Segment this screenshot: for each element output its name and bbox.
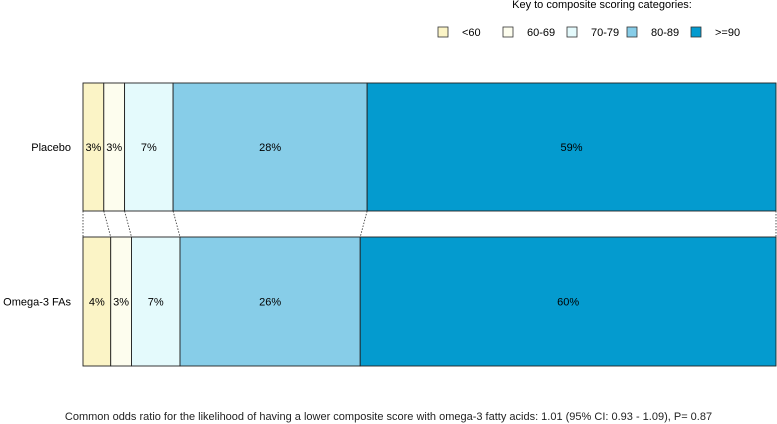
legend-label: >=90 bbox=[715, 27, 740, 39]
data-label: 7% bbox=[148, 297, 164, 309]
legend-swatch bbox=[437, 26, 449, 38]
bar-segment bbox=[131, 236, 181, 367]
legend-swatch bbox=[626, 26, 638, 38]
category-label: Placebo bbox=[31, 142, 71, 154]
connector-line bbox=[172, 210, 181, 238]
footnote: Common odds ratio for the likelihood of … bbox=[64, 411, 713, 423]
category-labels: Placebo Omega-3 FAs bbox=[3, 142, 71, 309]
data-label: 3% bbox=[106, 142, 122, 154]
bar-segment bbox=[172, 82, 368, 212]
data-label: 3% bbox=[85, 142, 101, 154]
legend-swatch bbox=[690, 26, 702, 38]
category-label: Omega-3 FAs bbox=[3, 297, 71, 309]
bar-segment bbox=[359, 236, 777, 367]
legend-swatch bbox=[566, 26, 578, 38]
legend-label: 80-89 bbox=[651, 27, 679, 39]
bars: 3% 3% 7% 28% 59% 4% 3% 7% 26% 60% bbox=[82, 82, 777, 367]
data-label: 3% bbox=[113, 297, 129, 309]
connector-line bbox=[359, 210, 368, 238]
bar-segment bbox=[179, 236, 361, 367]
legend-title: Key to composite scoring categories: bbox=[512, 0, 692, 11]
data-label: 59% bbox=[561, 142, 583, 154]
bar-segment bbox=[124, 82, 174, 212]
data-label: 28% bbox=[259, 142, 281, 154]
data-label: 7% bbox=[141, 142, 157, 154]
legend-label: 60-69 bbox=[527, 27, 555, 39]
connector-line bbox=[124, 210, 132, 238]
legend-label: 70-79 bbox=[591, 27, 619, 39]
data-label: 26% bbox=[259, 297, 281, 309]
connector-line bbox=[103, 210, 112, 238]
data-label: 60% bbox=[557, 297, 579, 309]
bar-segment bbox=[366, 82, 777, 212]
connector-lines bbox=[82, 210, 777, 238]
data-label: 4% bbox=[89, 297, 105, 309]
legend-label: <60 bbox=[462, 27, 481, 39]
legend: <60 60-69 70-79 80-89 >=90 bbox=[437, 26, 740, 39]
legend-swatch bbox=[502, 26, 514, 38]
